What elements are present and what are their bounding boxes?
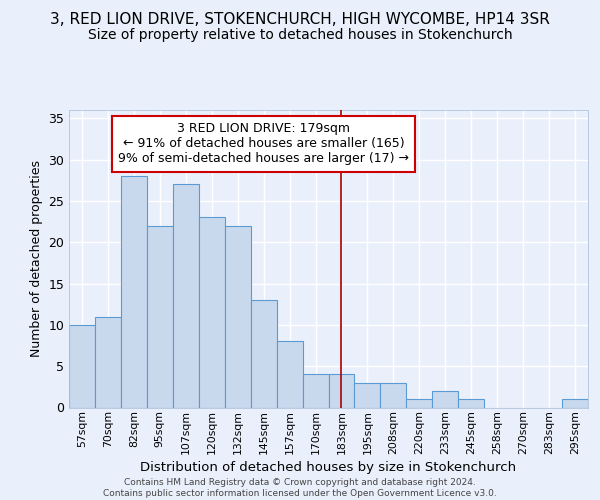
Bar [121, 176, 147, 408]
Bar [329, 374, 355, 408]
Bar [380, 382, 406, 407]
Bar [147, 226, 173, 408]
Text: 3, RED LION DRIVE, STOKENCHURCH, HIGH WYCOMBE, HP14 3SR: 3, RED LION DRIVE, STOKENCHURCH, HIGH WY… [50, 12, 550, 28]
Bar [225, 226, 251, 408]
Bar [173, 184, 199, 408]
Bar [355, 382, 380, 407]
Bar [406, 399, 432, 407]
X-axis label: Distribution of detached houses by size in Stokenchurch: Distribution of detached houses by size … [140, 461, 517, 474]
Bar [277, 342, 302, 407]
Text: Size of property relative to detached houses in Stokenchurch: Size of property relative to detached ho… [88, 28, 512, 42]
Text: Contains HM Land Registry data © Crown copyright and database right 2024.
Contai: Contains HM Land Registry data © Crown c… [103, 478, 497, 498]
Bar [302, 374, 329, 408]
Bar [433, 391, 458, 407]
Bar [251, 300, 277, 408]
Text: 3 RED LION DRIVE: 179sqm
← 91% of detached houses are smaller (165)
9% of semi-d: 3 RED LION DRIVE: 179sqm ← 91% of detach… [118, 122, 409, 166]
Bar [458, 399, 484, 407]
Bar [199, 218, 224, 408]
Bar [95, 316, 121, 408]
Bar [562, 399, 588, 407]
Y-axis label: Number of detached properties: Number of detached properties [30, 160, 43, 357]
Bar [69, 325, 95, 407]
